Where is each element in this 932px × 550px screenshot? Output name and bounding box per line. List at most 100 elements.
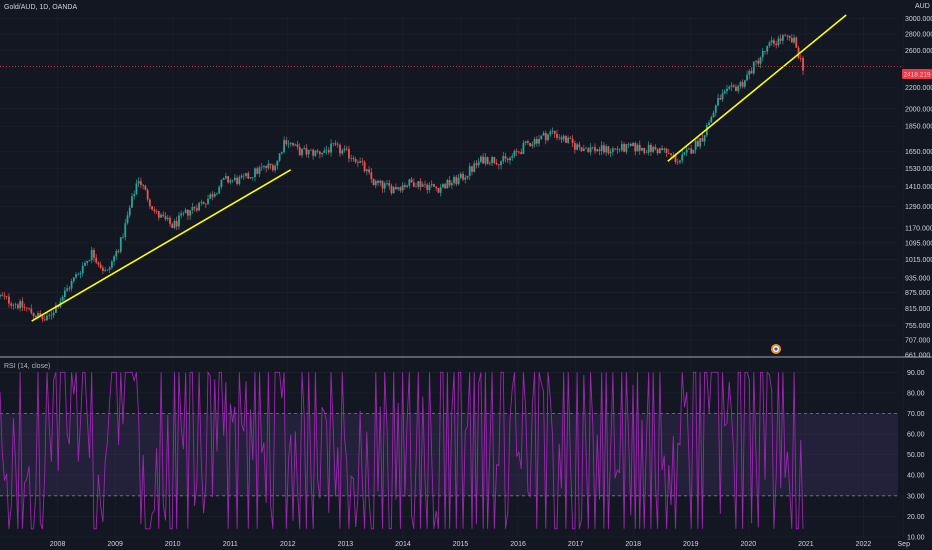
candle-body — [142, 184, 145, 186]
candle-body — [135, 183, 138, 195]
candle-body — [446, 180, 449, 189]
time-axis[interactable]: 2008 2009 2010 2011 2012 2013 2014 2015 2016 2017… — [50, 541, 910, 548]
candle-body — [412, 182, 415, 187]
price-tick-label: 815.000 — [905, 306, 930, 313]
candle-body — [735, 86, 737, 91]
candle-body — [370, 172, 373, 179]
candle-body — [32, 312, 35, 316]
candle-body — [271, 165, 274, 171]
candle-body — [191, 207, 194, 211]
candle-body — [699, 138, 702, 147]
price-tick-label: 3000.000 — [905, 16, 932, 23]
candle-body — [368, 169, 370, 173]
candle-body — [318, 151, 321, 155]
candle-body — [506, 158, 509, 161]
candle-body — [90, 249, 93, 261]
candle-body — [207, 198, 209, 205]
candle-body — [495, 162, 498, 165]
current-price-badge — [902, 69, 932, 79]
candle-body — [424, 184, 426, 186]
price-axis[interactable]: 3000.000 2800.000 2600.000 2200.000 2000.000… — [905, 16, 932, 359]
price-tick-label: 935.000 — [905, 275, 930, 282]
candle-body — [717, 98, 719, 106]
candle-body — [688, 148, 690, 150]
candle-body — [325, 149, 328, 151]
candle-body — [218, 186, 221, 194]
candle-body — [690, 148, 693, 154]
candle-body — [661, 148, 663, 150]
candle-body — [667, 153, 670, 154]
candle-body — [16, 304, 19, 309]
candle-body — [171, 223, 174, 228]
candle-body — [551, 130, 554, 132]
candle-body — [453, 176, 455, 184]
candle-body — [14, 304, 17, 306]
rsi-tick-label: 60.00 — [907, 432, 925, 439]
candle-body — [594, 146, 596, 152]
candle-body — [603, 145, 605, 153]
candle-body — [719, 98, 722, 100]
time-tick-label: 2015 — [453, 541, 469, 548]
candle-body — [759, 57, 762, 64]
candle-body — [401, 185, 404, 191]
candle-body — [157, 211, 160, 218]
candle-body — [681, 154, 684, 161]
candle-body — [535, 138, 538, 144]
candle-body — [146, 189, 149, 200]
candle-body — [372, 178, 375, 186]
candle-body — [310, 149, 312, 151]
trendline-1[interactable] — [31, 169, 292, 322]
candle-body — [428, 185, 431, 190]
candle-body — [19, 301, 22, 309]
candle-body — [184, 209, 187, 214]
candle-body — [242, 175, 245, 177]
candle-body — [444, 184, 447, 189]
candle-body — [714, 105, 717, 113]
candle-body — [799, 58, 802, 59]
candle-body — [245, 173, 247, 176]
candle-body — [538, 139, 540, 144]
candle-body — [565, 136, 567, 143]
candle-body — [520, 151, 523, 154]
candle-body — [160, 214, 162, 218]
candle-body — [30, 308, 33, 313]
candle-body — [542, 133, 545, 136]
candle-body — [1, 294, 4, 296]
candle-body — [415, 186, 417, 188]
candle-body — [155, 211, 158, 212]
candle-body — [303, 148, 306, 149]
candle-body — [294, 144, 297, 146]
candle-body — [336, 144, 339, 146]
candle-body — [692, 149, 695, 154]
candle-body — [383, 183, 386, 189]
candle-body — [797, 47, 800, 59]
candle-body — [696, 140, 699, 147]
candle-body — [625, 144, 628, 152]
candle-body — [77, 274, 80, 275]
candle-body — [341, 150, 344, 154]
candle-body — [399, 187, 402, 191]
candle-body — [764, 51, 766, 52]
candle-body — [148, 199, 151, 207]
candle-body — [166, 217, 169, 220]
candle-body — [679, 160, 681, 163]
rsi-axis[interactable]: 90.00 80.00 70.00 60.00 50.00 40.00 30.00 20.00… — [907, 370, 925, 542]
candle-body — [99, 264, 102, 268]
candle-body — [658, 148, 661, 154]
candle-body — [587, 148, 590, 153]
candle-body — [645, 152, 648, 154]
candle-body — [220, 179, 223, 187]
candle-body — [211, 194, 214, 197]
candle-body — [728, 86, 731, 89]
candle-body — [365, 169, 368, 172]
broker-logo-icon[interactable] — [771, 344, 781, 354]
candle-body — [638, 144, 641, 151]
trendline-2[interactable] — [667, 14, 847, 162]
candle-body — [209, 194, 212, 199]
rsi-tick-label: 80.00 — [907, 390, 925, 397]
candle-body — [435, 186, 438, 189]
candle-body — [562, 136, 565, 140]
candle-body — [611, 148, 614, 152]
time-tick-label: 2014 — [395, 541, 411, 548]
